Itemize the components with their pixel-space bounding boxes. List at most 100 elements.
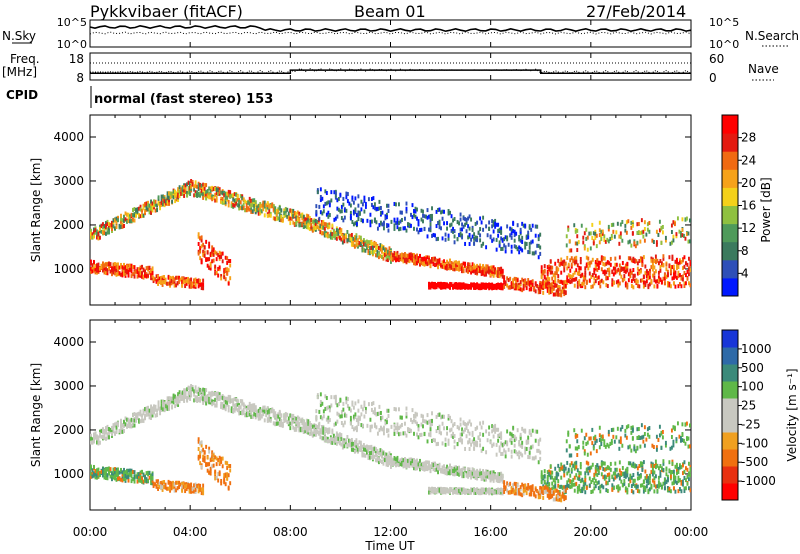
power-cell [543,274,546,279]
power-cell [102,229,104,234]
velocity-cell [313,424,316,429]
power-cell [208,186,211,191]
power-cell [363,198,366,203]
velocity-cell [239,399,242,404]
power-cell [495,273,498,278]
power-cell [352,236,355,241]
power-cell [106,219,109,224]
velocity-cell [100,429,103,434]
power-cell [619,222,622,227]
power-cell [668,281,671,286]
velocity-cell [352,441,355,446]
power-cell [488,226,491,231]
power-cell [280,214,283,219]
power-cell [636,266,639,271]
velocity-cell [367,449,370,454]
velocity-cell [121,427,124,432]
power-cell [199,278,202,283]
power-cell [528,224,531,229]
power-cell [129,214,131,219]
power-cell [357,214,360,219]
velocity-cell [396,455,399,460]
power-cell [422,256,424,261]
power-cell [452,229,455,234]
power-cell [266,201,269,206]
power-cell [582,240,585,245]
velocity-cell [405,460,408,465]
power-cell [323,233,326,238]
power-cell [342,196,345,201]
power-cell [540,284,543,289]
power-cell [402,253,405,258]
power-cell [404,252,406,257]
power-cell [164,277,167,282]
velocity-cell [141,418,143,423]
velocity-cell [329,437,332,442]
power-cell [112,218,115,223]
velocity-cell [157,406,160,411]
power-cell [509,233,512,238]
velocity-cell [206,462,209,467]
velocity-cell [262,405,265,410]
power-cell [356,244,359,249]
power-cell [623,274,626,279]
power-cell [154,277,157,282]
power-cell [585,255,588,260]
velocity-cell [160,403,163,408]
power-cell [371,247,374,252]
power-cell [473,241,476,246]
power-cell [206,189,209,194]
velocity-cell [96,434,98,439]
velocity-cell [217,471,220,476]
power-cell [414,214,417,219]
velocity-cell [156,413,159,418]
power-cell [646,227,649,232]
velocity-cell [102,427,104,432]
velocity-cell [218,470,221,475]
velocity-cell [226,472,229,477]
velocity-cell [388,459,391,464]
power-cell [405,255,408,260]
power-cell [437,265,439,270]
power-cell [254,203,257,208]
velocity-cell [238,408,241,413]
power-cell [398,258,400,263]
velocity-cell [335,437,338,442]
velocity-cell [352,447,355,452]
velocity-colorbar-segment [722,330,738,348]
power-cell [536,284,539,289]
power-cell [492,285,495,290]
power-cell [388,246,391,251]
power-cell [607,239,610,244]
velocity-cell [428,466,430,471]
velocity-cell [203,455,206,460]
power-cell [328,224,331,229]
power-cell [269,213,272,218]
power-cell [301,221,304,226]
velocity-cell [144,406,146,411]
velocity-cell [209,468,212,473]
power-cell [480,220,483,225]
velocity-cell [196,395,199,400]
power-cell [504,245,507,250]
velocity-cell [208,391,211,396]
power-cell [220,254,223,259]
power-cell [659,259,662,264]
velocity-cell [299,418,302,423]
power-cell [115,264,118,269]
power-cell [338,235,341,240]
power-cell [102,225,104,230]
velocity-cell [383,458,386,463]
power-cell [566,255,569,260]
power-cell [654,260,657,265]
power-cell [509,226,512,231]
power-cell [565,234,568,239]
power-cell [461,235,464,240]
power-cell [646,222,649,227]
station-title: Pykkvibaer (fitACF) [90,2,243,21]
velocity-cell [111,428,113,433]
velocity-cell [316,424,319,429]
power-cell [379,247,382,252]
power-cell [648,271,651,276]
velocity-cell [153,408,156,413]
